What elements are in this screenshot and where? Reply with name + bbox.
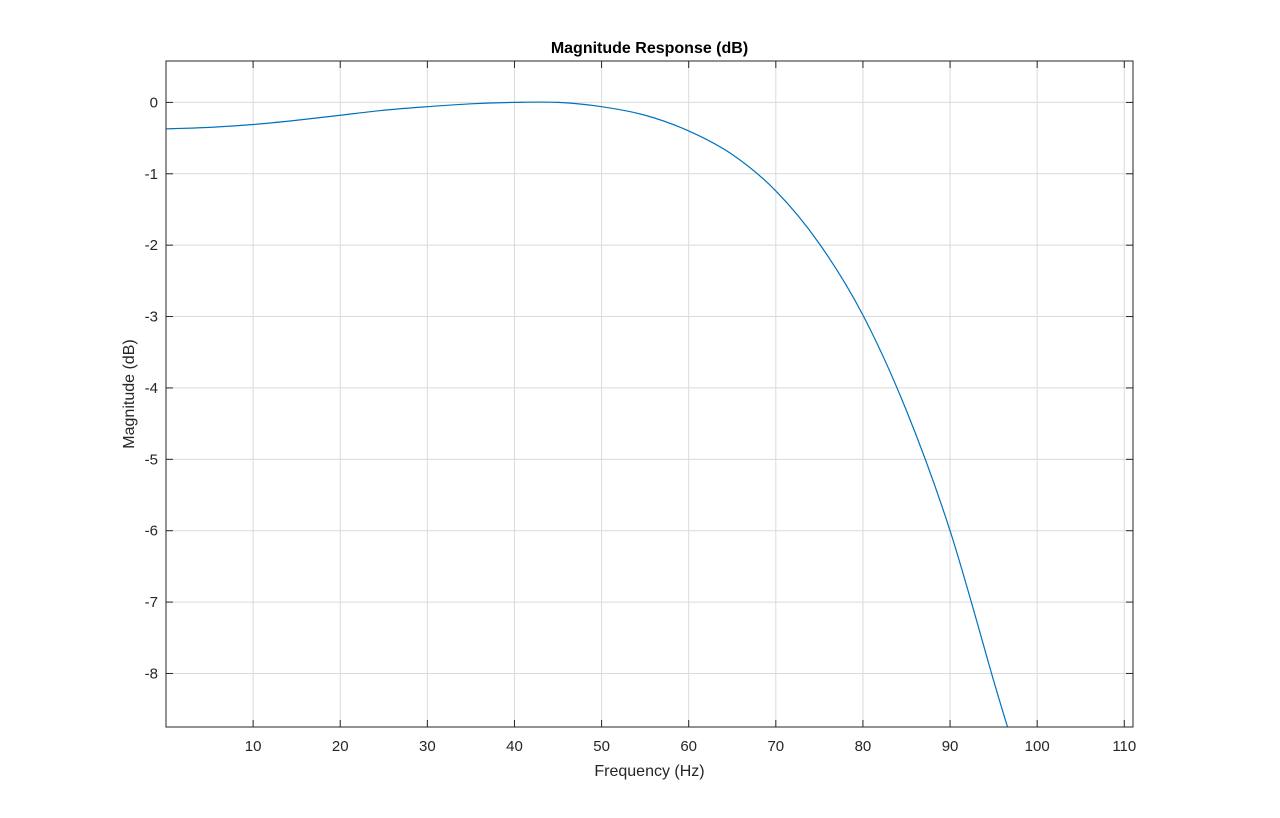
y-tick-label: -3	[145, 309, 158, 326]
x-tick-label: 10	[245, 738, 262, 755]
ticks	[166, 61, 1133, 727]
x-tick-label: 60	[680, 738, 697, 755]
chart-title: Magnitude Response (dB)	[551, 40, 748, 57]
grid	[166, 61, 1133, 727]
y-tick-label: -1	[145, 166, 158, 183]
x-tick-label: 50	[593, 738, 610, 755]
y-tick-label: -6	[145, 523, 158, 540]
y-tick-label: -2	[145, 237, 158, 254]
x-tick-label: 30	[419, 738, 436, 755]
axes-box	[165, 60, 1134, 728]
tick-labels: 10 20 30 40 50 60 70 80 90 100 110 0 -1 -2 -3 -4 -5 -6 -7 -…	[145, 94, 1137, 755]
x-tick-label: 70	[767, 738, 784, 755]
x-tick-label: 100	[1025, 738, 1050, 755]
y-tick-label: -4	[145, 380, 158, 397]
x-tick-label: 20	[332, 738, 349, 755]
plot-background	[166, 61, 1133, 727]
x-tick-label: 40	[506, 738, 523, 755]
y-tick-label: -8	[145, 665, 158, 682]
y-tick-label: 0	[150, 94, 158, 111]
series-layer	[165, 101, 1009, 728]
y-tick-label: -7	[145, 594, 158, 611]
x-tick-label: 90	[942, 738, 959, 755]
x-tick-label: 110	[1112, 738, 1136, 755]
y-axis-label: Magnitude (dB)	[121, 339, 138, 448]
x-tick-label: 80	[855, 738, 872, 755]
y-tick-label: -5	[145, 451, 158, 468]
series-line	[165, 101, 1009, 728]
x-axis-label: Frequency (Hz)	[594, 763, 704, 780]
